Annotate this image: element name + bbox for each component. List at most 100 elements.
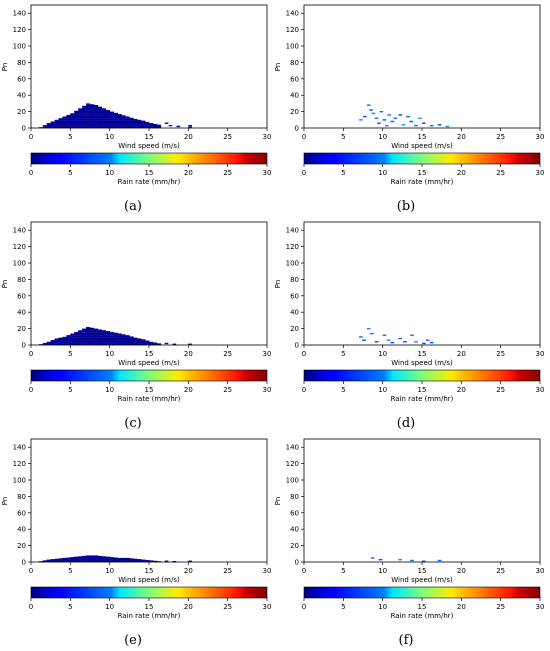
colorbar-tick-label: 20 (457, 169, 466, 177)
heatmap-point (409, 120, 414, 123)
heatmap-cell (74, 116, 79, 119)
heatmap-cell (66, 342, 71, 344)
heatmap-cell (54, 338, 59, 341)
colorbar-tick-label: 25 (223, 603, 232, 611)
heatmap-cell (54, 121, 59, 124)
heatmap-cell (78, 110, 83, 113)
heatmap-cell (117, 559, 122, 561)
heatmap-cell (97, 107, 103, 109)
heatmap-cell (149, 560, 154, 562)
heatmap-cell (109, 126, 114, 129)
heatmap-cell (97, 342, 103, 344)
y-tick-label: 60 (17, 509, 26, 517)
heatmap-cell (113, 332, 118, 335)
heatmap-cell (54, 341, 59, 343)
heatmap-cell (93, 116, 99, 119)
heatmap-cell (145, 560, 150, 563)
heatmap-cell (133, 340, 138, 342)
x-axis-label: Wind speed (m/s) (391, 359, 453, 367)
y-tick-label: 100 (13, 477, 26, 485)
heatmap-cell (54, 119, 59, 121)
heatmap-cell (101, 560, 107, 563)
heatmap-cell (93, 329, 99, 331)
heatmap-cell (86, 340, 91, 342)
heatmap-cell (62, 121, 67, 124)
heatmap-cell (97, 331, 103, 333)
heatmap-cell (109, 115, 114, 118)
y-tick-label: 40 (17, 92, 26, 100)
y-tick-label: 80 (290, 59, 299, 67)
heatmap-cell (93, 112, 99, 114)
heatmap-cell (113, 558, 118, 560)
heatmap-cell (90, 104, 95, 106)
heatmap-cell (93, 559, 99, 561)
heatmap-cell (105, 331, 110, 333)
y-tick-label: 140 (13, 10, 26, 18)
heatmap-cell (117, 335, 122, 337)
colorbar (30, 152, 268, 165)
plot-area (30, 438, 268, 563)
heatmap-cell (82, 123, 87, 125)
heatmap-cell (58, 123, 63, 125)
heatmap-cell (50, 124, 55, 126)
heatmap-cell (70, 333, 75, 335)
heatmap-cell (93, 123, 99, 125)
x-tick-label: 20 (457, 350, 466, 358)
heatmap-cell (141, 340, 146, 342)
heatmap-cell (93, 330, 99, 332)
heatmap-cell (137, 119, 142, 121)
colorbar-tick-label: 10 (378, 386, 387, 394)
x-tick-label: 30 (536, 350, 545, 358)
heatmap-cell (109, 120, 114, 122)
heatmap-cell (121, 335, 126, 337)
heatmap-cell (149, 124, 154, 126)
heatmap-cell (82, 340, 87, 342)
x-tick-label: 10 (378, 133, 387, 141)
heatmap-cell (86, 118, 91, 120)
colorbar-tick-label: 5 (341, 603, 345, 611)
heatmap-point (188, 124, 192, 127)
heatmap-cell (82, 336, 87, 338)
heatmap-cell (113, 121, 118, 124)
heatmap-cell (66, 560, 71, 563)
heatmap-cell (121, 118, 126, 120)
heatmap-cell (113, 336, 118, 338)
heatmap-cell (70, 560, 75, 563)
heatmap-cell (46, 343, 51, 346)
heatmap-point (176, 125, 181, 128)
heatmap-cell (62, 336, 67, 338)
heatmap-point (377, 122, 381, 124)
heatmap-point (410, 559, 414, 562)
heatmap-cell (137, 342, 142, 344)
heatmap-cell (78, 114, 83, 116)
heatmap-cell (101, 331, 107, 333)
heatmap-cell (113, 115, 118, 118)
heatmap-cell (113, 341, 118, 343)
heatmap-point (378, 558, 383, 561)
heatmap-cell (105, 343, 110, 346)
heatmap-cell (101, 557, 107, 559)
colorbar-tick-label: 25 (496, 603, 505, 611)
x-tick-label: 5 (341, 350, 345, 358)
heatmap-point (382, 334, 387, 336)
heatmap-cell (156, 125, 162, 127)
heatmap-cell (105, 116, 110, 119)
heatmap-cell (66, 121, 71, 124)
heatmap-cell (121, 340, 126, 342)
heatmap-cell (82, 116, 87, 119)
colorbar-tick-label: 30 (536, 603, 545, 611)
colorbar-tick-label: 5 (68, 169, 72, 177)
colorbar-tick-label: 30 (263, 603, 272, 611)
heatmap-cell (105, 336, 110, 338)
heatmap-cell (90, 335, 95, 337)
panel-caption: (c) (124, 416, 141, 431)
heatmap-cell (125, 558, 130, 560)
heatmap-cell (101, 108, 107, 110)
heatmap-cell (74, 124, 79, 126)
heatmap-cell (105, 109, 110, 111)
heatmap-cell (97, 118, 103, 120)
heatmap-cell (125, 335, 130, 337)
heatmap-cell (109, 118, 114, 120)
heatmap-cell (125, 337, 130, 339)
heatmap-point (387, 114, 391, 116)
